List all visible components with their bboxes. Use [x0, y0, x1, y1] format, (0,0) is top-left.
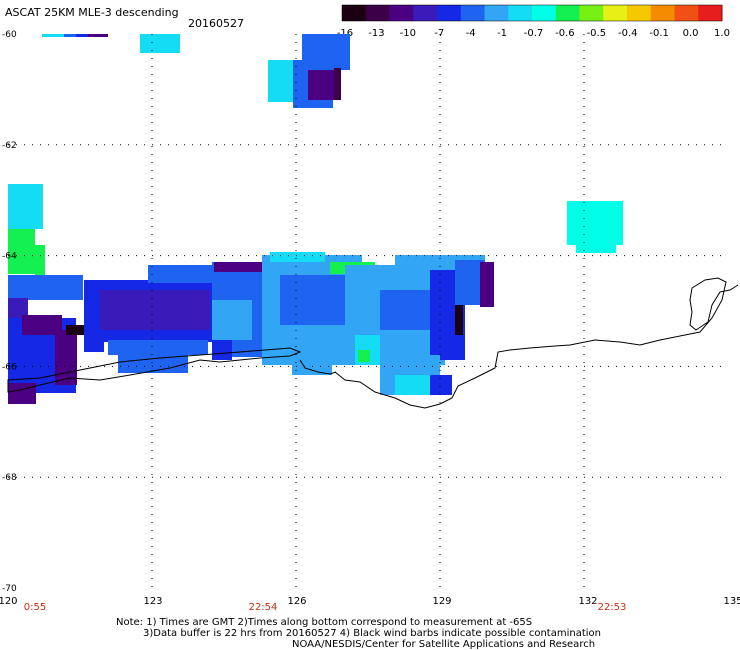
wind-field [8, 34, 623, 404]
coastline [7, 277, 739, 409]
colorbar-label: 1.0 [714, 28, 730, 39]
lat-tick-label: -60 [2, 30, 17, 40]
colorbar-frame [341, 4, 723, 22]
colorbar-swatch [342, 5, 367, 21]
time-label: 22:53 [598, 602, 627, 613]
colorbar-label: -0.5 [587, 28, 607, 39]
colorbar-swatch [389, 5, 414, 21]
lat-tick-label: -64 [2, 252, 17, 262]
colorbar-swatch [579, 5, 604, 21]
colorbar-label: -0.7 [524, 28, 544, 39]
lon-tick-label: 132 [578, 596, 597, 607]
colorbar: -16 -13 -10 -7 -4 -1 -0.7 -0.6 -0.5 -0.4 -0.1 0.0 1.… [337, 4, 730, 39]
lat-tick-label: -68 [2, 473, 17, 483]
lon-tick-label: 129 [432, 596, 451, 607]
colorbar-swatch [484, 5, 509, 21]
colorbar-swatch [413, 5, 438, 21]
time-label: 0:55 [24, 602, 46, 613]
note-line-2: 3)Data buffer is 22 hrs from 20160527 4)… [143, 628, 601, 639]
colorbar-swatch [650, 5, 675, 21]
note-line-3: NOAA/NESDIS/Center for Satellite Applica… [292, 639, 596, 650]
colorbar-swatch [698, 5, 723, 21]
time-label: 22:54 [249, 602, 278, 613]
colorbar-label: -1 [497, 28, 507, 39]
title-swatch [42, 34, 108, 37]
colorbar-swatch [555, 5, 580, 21]
colorbar-label: 0.0 [683, 28, 699, 39]
lat-tick-label: -62 [2, 141, 17, 151]
map-title: ASCAT 25KM MLE-3 descending [5, 6, 179, 19]
colorbar-label: -7 [434, 28, 444, 39]
map-date: 20160527 [188, 17, 244, 30]
note-line-1: Note: 1) Times are GMT 2)Times along bot… [116, 617, 533, 628]
lon-tick-label: 126 [287, 596, 306, 607]
graticule [8, 34, 728, 588]
colorbar-swatch [365, 5, 390, 21]
colorbar-swatch [508, 5, 533, 21]
lon-tick-label: 135 [723, 596, 740, 607]
colorbar-label: -4 [466, 28, 476, 39]
lon-tick-label: 120 [0, 596, 18, 607]
lon-tick-label: 123 [143, 596, 162, 607]
colorbar-swatch [532, 5, 557, 21]
colorbar-swatch [460, 5, 485, 21]
colorbar-swatch [603, 5, 628, 21]
lat-tick-label: -70 [2, 584, 17, 594]
colorbar-label: -0.1 [649, 28, 669, 39]
colorbar-label: -0.4 [618, 28, 638, 39]
colorbar-label: -13 [368, 28, 384, 39]
colorbar-swatch [674, 5, 699, 21]
colorbar-label: -16 [337, 28, 353, 39]
colorbar-swatch [437, 5, 462, 21]
lat-tick-label: -66 [2, 362, 17, 372]
colorbar-swatch [627, 5, 652, 21]
colorbar-label: -10 [400, 28, 416, 39]
tick-labels: -60 -62 -64 -66 -68 -70 120 123 126 129 132 135 0:55… [0, 30, 740, 613]
colorbar-label: -0.6 [555, 28, 575, 39]
